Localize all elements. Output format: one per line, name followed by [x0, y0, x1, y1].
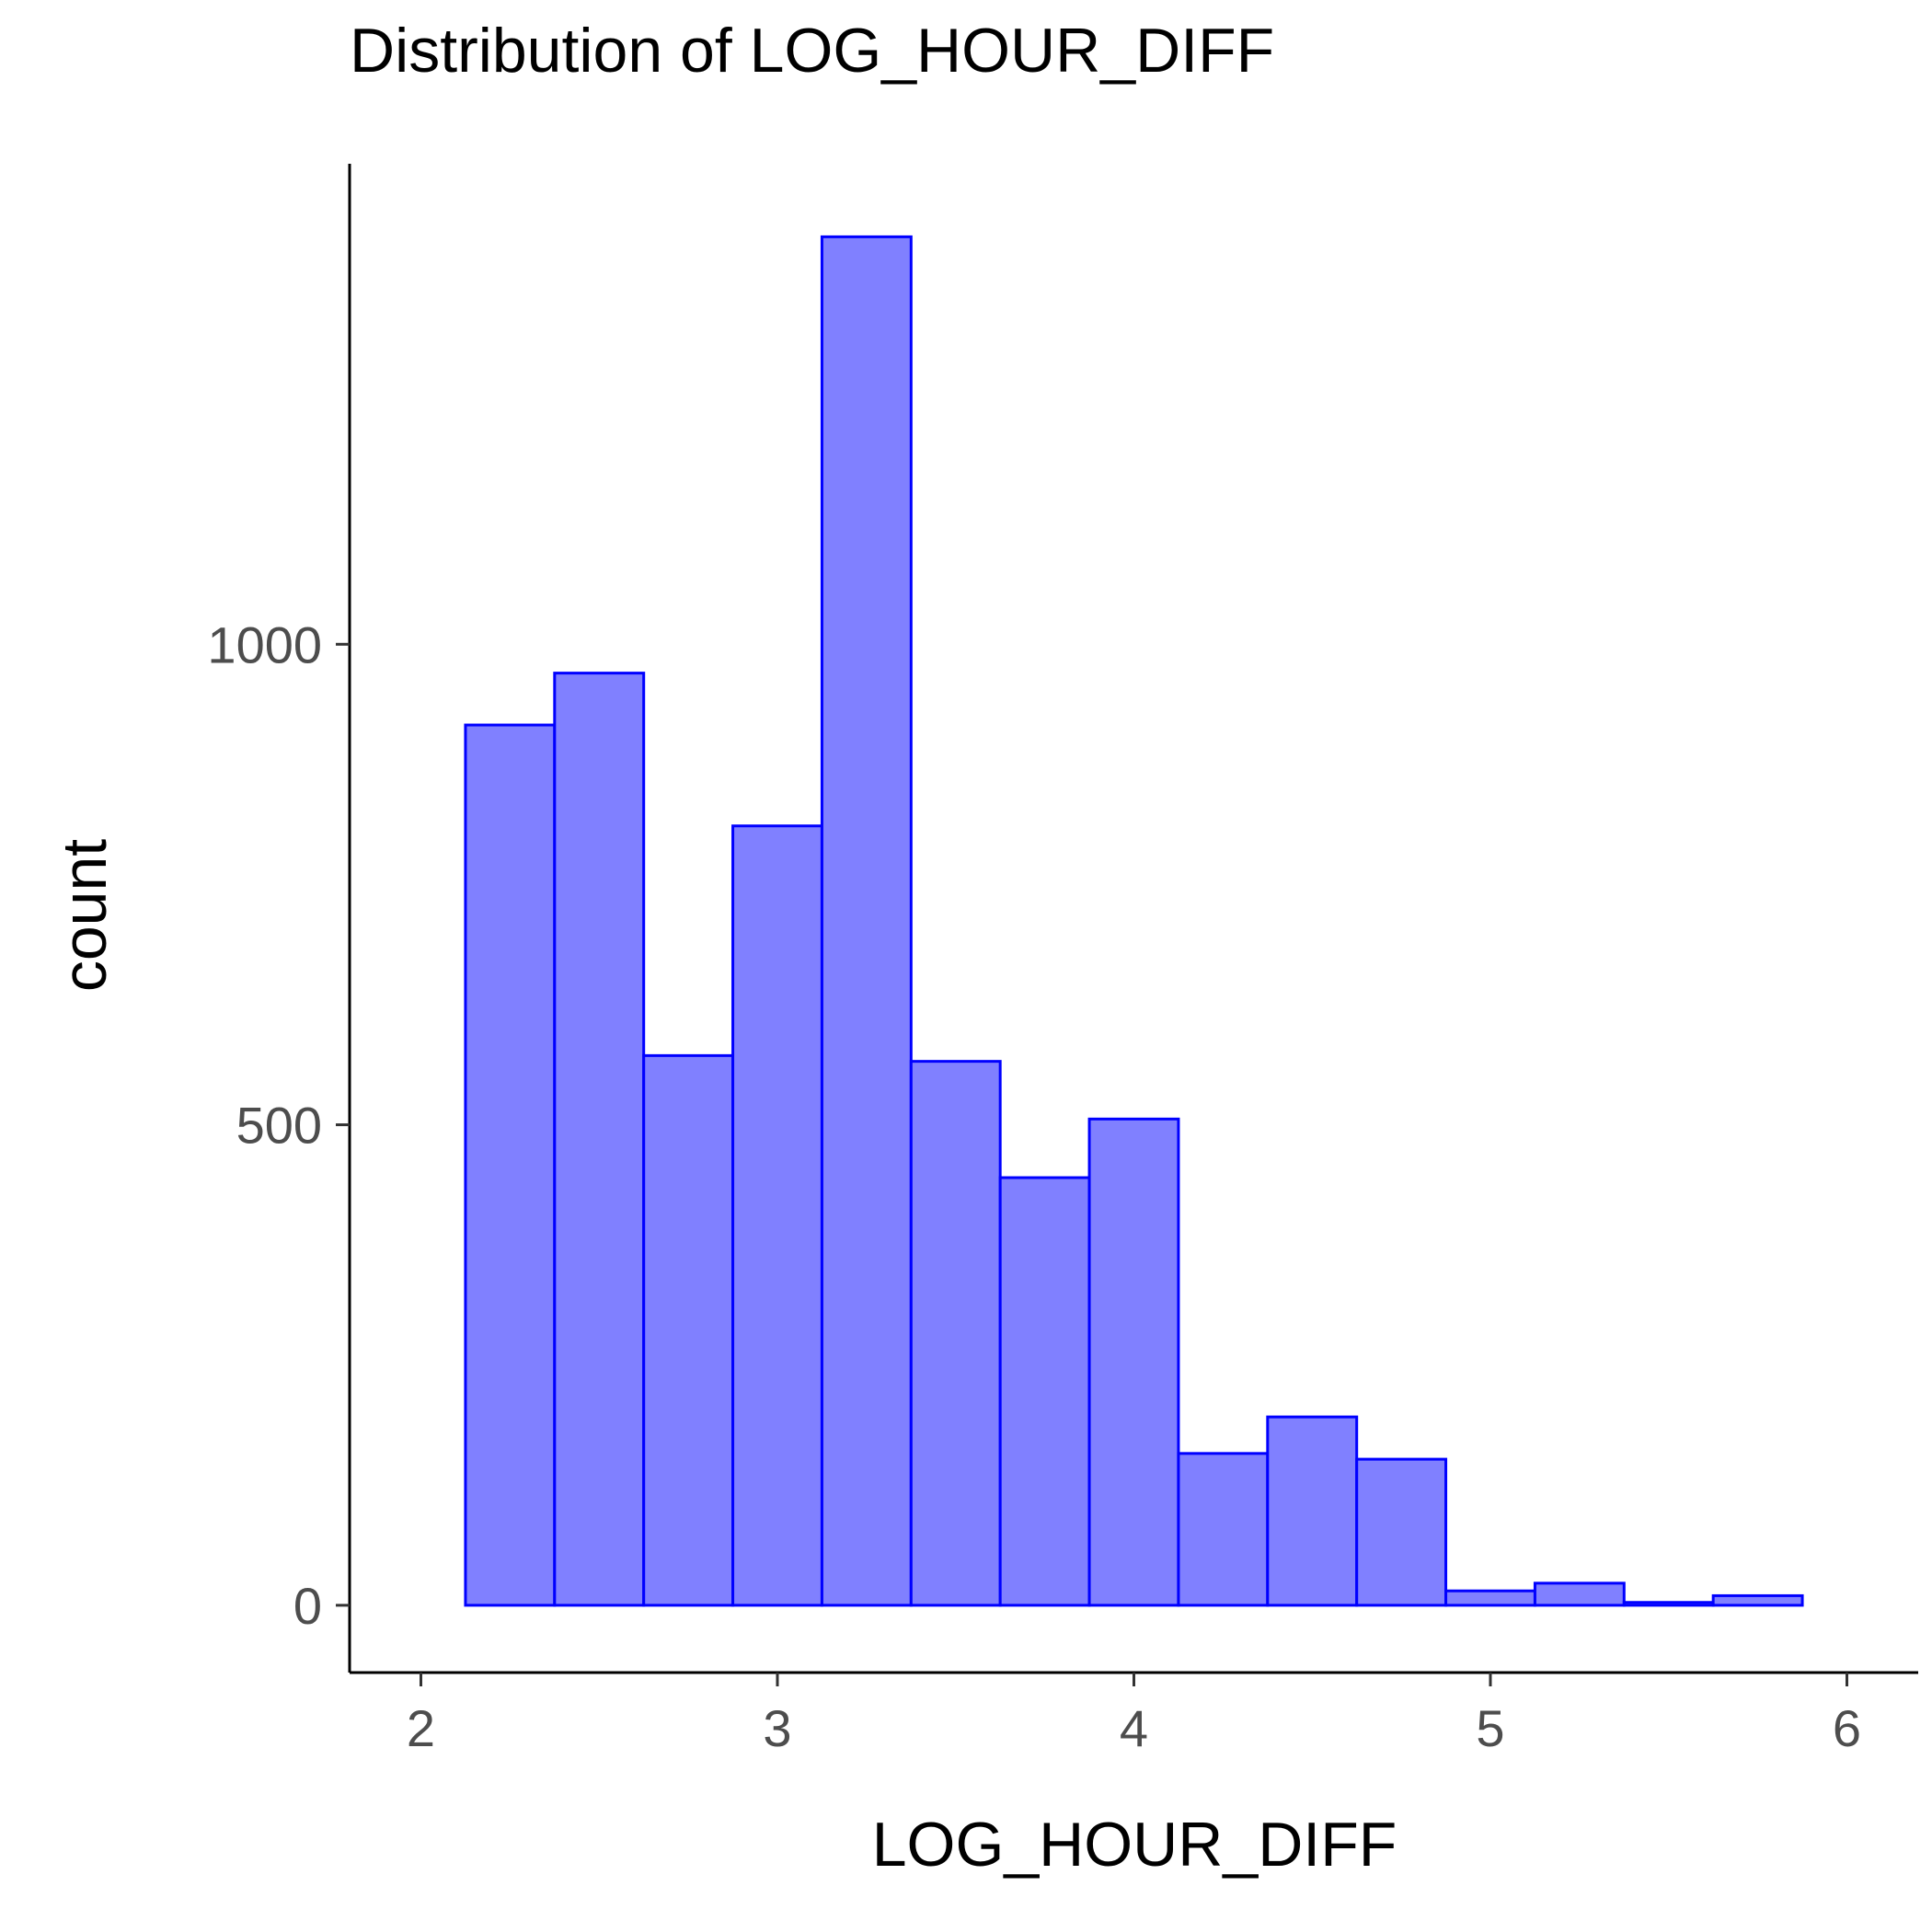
histogram-bar-11 — [1355, 1457, 1448, 1607]
y-tick-label: 0 — [293, 1577, 322, 1635]
histogram-bar-12 — [1444, 1589, 1536, 1607]
histogram-bar-14 — [1622, 1601, 1715, 1607]
y-tick-label: 1000 — [207, 615, 322, 673]
histogram-bar-8 — [1087, 1117, 1180, 1607]
histogram-bar-1 — [464, 723, 557, 1607]
x-tick-label: 6 — [1833, 1699, 1861, 1757]
histogram-bar-9 — [1177, 1452, 1270, 1607]
axes-group: 2 3 4 5 6 0 500 1000 — [207, 164, 1918, 1757]
histogram-bar-10 — [1266, 1415, 1359, 1607]
x-tick-label: 5 — [1476, 1699, 1504, 1757]
histogram-bar-2 — [553, 672, 646, 1607]
x-axis-title: LOG_HOUR_DIFF — [872, 1810, 1397, 1880]
histogram-bar-15 — [1711, 1593, 1804, 1607]
histogram-bar-5 — [820, 235, 913, 1607]
x-tick-label: 3 — [763, 1699, 791, 1757]
histogram-bar-6 — [909, 1060, 1002, 1607]
histogram-bar-3 — [642, 1053, 735, 1607]
y-axis-title: count — [50, 839, 120, 992]
y-tick-label: 500 — [236, 1097, 322, 1155]
x-tick-label: 4 — [1120, 1699, 1148, 1757]
bars-group — [464, 235, 1804, 1607]
histogram-bar-13 — [1533, 1581, 1626, 1607]
histogram-bar-4 — [731, 824, 823, 1607]
histogram-bar-7 — [998, 1176, 1091, 1607]
x-tick-label: 2 — [407, 1699, 435, 1757]
chart-title: Distribution of LOG_HOUR_DIFF — [350, 16, 1274, 86]
